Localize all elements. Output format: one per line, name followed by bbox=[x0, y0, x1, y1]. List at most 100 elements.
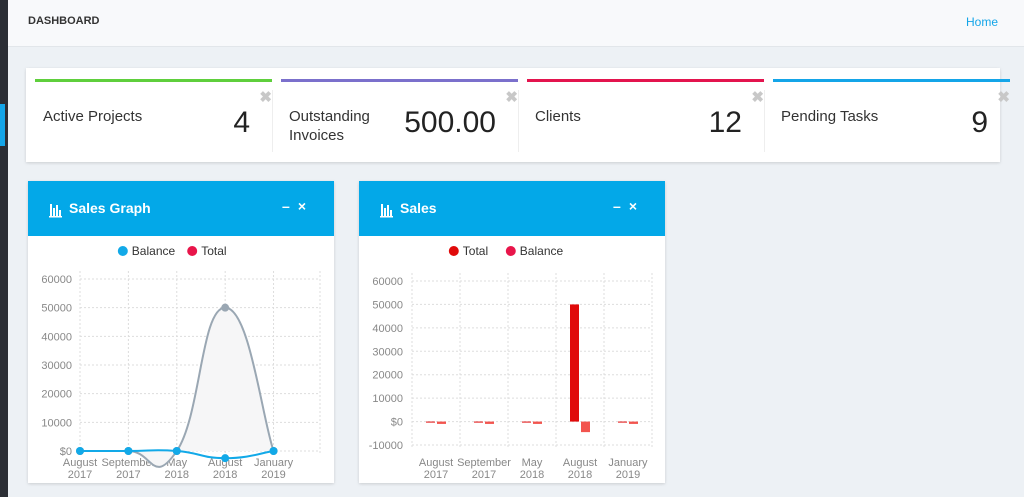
y-tick-label: 10000 bbox=[372, 393, 403, 405]
y-tick-label: $0 bbox=[391, 417, 403, 429]
chart: Total Balance -10000 $0 10000 20000 30000 40000… bbox=[369, 204, 653, 481]
bar bbox=[581, 421, 590, 433]
close-button[interactable]: ✖ bbox=[751, 89, 764, 106]
stat-label: Active Projects bbox=[43, 108, 143, 125]
legend-label: Balance bbox=[132, 244, 176, 258]
x-tick-label: September 2017 bbox=[101, 457, 155, 481]
close-button[interactable]: ✖ bbox=[997, 89, 1010, 106]
y-tick-label: $0 bbox=[60, 446, 72, 458]
y-tick-label: 60000 bbox=[41, 274, 72, 286]
y-tick-label: 40000 bbox=[41, 331, 72, 343]
point bbox=[221, 303, 230, 312]
y-tick-label: 40000 bbox=[372, 323, 403, 335]
bar bbox=[426, 421, 435, 423]
area bbox=[80, 307, 274, 467]
icon bbox=[50, 204, 52, 216]
y-tick-label: 30000 bbox=[372, 346, 403, 358]
point bbox=[221, 454, 230, 463]
legend-swatch bbox=[187, 246, 198, 256]
top-bar: DASHBOARD Home bbox=[8, 0, 1024, 47]
panel-title: Sales bbox=[400, 200, 437, 216]
point bbox=[124, 447, 133, 455]
x-tick-label: August 2018 bbox=[208, 457, 242, 481]
stat-label: Pending Tasks bbox=[781, 108, 879, 125]
stat-label: Clients bbox=[535, 108, 581, 125]
icon bbox=[390, 210, 392, 216]
legend-label: Balance bbox=[520, 244, 564, 258]
stat-value: 12 bbox=[708, 106, 742, 139]
sidebar-active bbox=[0, 104, 5, 146]
x-tick-label: August 2017 bbox=[63, 457, 97, 481]
x-tick-label: May 2018 bbox=[165, 457, 189, 481]
y-tick-label: 20000 bbox=[372, 370, 403, 382]
stat-card: ✖ Pending Tasks 9 bbox=[764, 68, 1010, 162]
icon bbox=[59, 210, 61, 216]
x-tick-label: January 2019 bbox=[254, 457, 294, 481]
bar bbox=[474, 421, 483, 423]
chart-panel: Sales –× Total Balance -10000 $0 10000 20000 300… bbox=[359, 181, 665, 483]
stat-accent bbox=[35, 79, 272, 82]
icon bbox=[384, 208, 386, 216]
icon bbox=[53, 208, 55, 216]
stat-accent bbox=[527, 79, 764, 82]
sidebar bbox=[0, 0, 8, 497]
stat-card: ✖ Clients 12 bbox=[518, 68, 765, 162]
stat-label: Outstanding Invoices bbox=[289, 108, 370, 144]
point bbox=[269, 447, 278, 455]
bar bbox=[522, 421, 531, 423]
icon bbox=[381, 204, 383, 216]
stat-value: 500.00 bbox=[404, 106, 496, 139]
point bbox=[172, 447, 181, 455]
y-tick-label: 20000 bbox=[41, 389, 72, 401]
divider bbox=[272, 90, 273, 152]
x-tick-label: August 2017 bbox=[419, 457, 453, 481]
icon bbox=[49, 216, 62, 218]
icon bbox=[380, 216, 393, 218]
close-button[interactable]: ✖ bbox=[505, 89, 518, 106]
bar bbox=[570, 304, 579, 422]
y-tick-label: 10000 bbox=[41, 417, 72, 429]
y-tick-label: 50000 bbox=[41, 303, 72, 315]
x-tick-label: January 2019 bbox=[608, 457, 648, 481]
close-button[interactable]: ✖ bbox=[259, 89, 272, 106]
bar bbox=[485, 421, 494, 424]
divider bbox=[764, 90, 765, 152]
panel-controls[interactable]: –× bbox=[282, 198, 314, 214]
y-tick-label: -10000 bbox=[369, 440, 403, 452]
legend-swatch bbox=[505, 246, 516, 256]
legend-label: Total bbox=[463, 244, 488, 258]
panel-header: Sales –× bbox=[359, 181, 665, 236]
icon bbox=[56, 205, 58, 216]
chart-panel: Sales Graph –× Balance Total $0 10000 20000 300… bbox=[28, 181, 334, 483]
page-title: DASHBOARD bbox=[28, 15, 100, 27]
stats-row: ✖ Active Projects 4 ✖ Outstanding Invoices 50… bbox=[26, 68, 1010, 162]
y-tick-label: 30000 bbox=[41, 360, 72, 372]
stat-card: ✖ Outstanding Invoices 500.00 bbox=[272, 68, 519, 162]
stat-value: 4 bbox=[233, 106, 250, 139]
panel-title: Sales Graph bbox=[69, 200, 151, 216]
bar bbox=[618, 421, 627, 423]
x-tick-label: September 2017 bbox=[457, 457, 511, 481]
point bbox=[76, 447, 84, 455]
stat-accent bbox=[281, 79, 518, 82]
x-tick-label: May 2018 bbox=[520, 457, 544, 481]
icon bbox=[387, 205, 389, 216]
panel-header: Sales Graph –× bbox=[28, 181, 334, 236]
legend-swatch bbox=[448, 246, 459, 256]
y-tick-label: 50000 bbox=[372, 299, 403, 311]
bar bbox=[437, 421, 446, 424]
stat-accent bbox=[773, 79, 1010, 82]
x-tick-label: August 2018 bbox=[563, 457, 597, 481]
bar bbox=[629, 421, 638, 424]
chart: Balance Total $0 10000 20000 30000 40000 50000 6… bbox=[41, 204, 321, 481]
legend-label: Total bbox=[201, 244, 226, 258]
stat-value: 9 bbox=[971, 106, 988, 139]
legend-swatch bbox=[117, 246, 128, 256]
divider bbox=[518, 90, 519, 152]
panel-controls[interactable]: –× bbox=[613, 198, 645, 214]
stat-card: ✖ Active Projects 4 bbox=[26, 68, 273, 162]
bar bbox=[533, 421, 542, 424]
y-tick-label: 60000 bbox=[372, 276, 403, 288]
breadcrumb-home[interactable]: Home bbox=[965, 15, 998, 29]
